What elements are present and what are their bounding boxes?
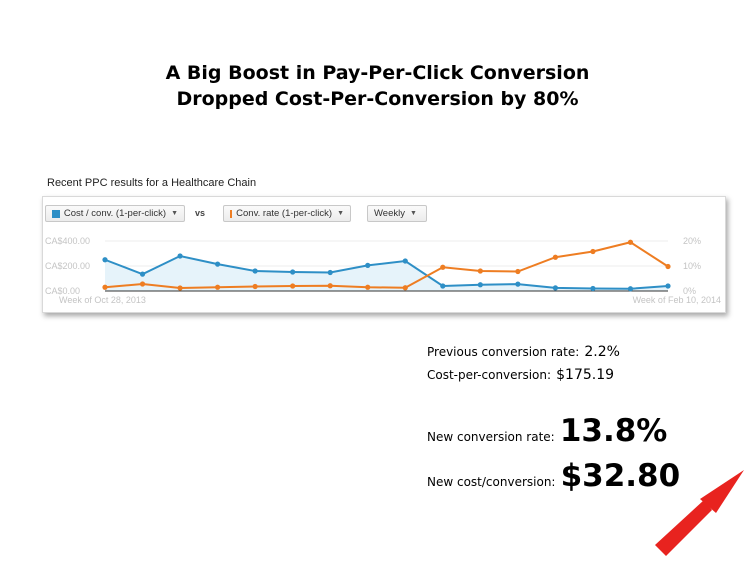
prev-cost-label: Cost-per-conversion:	[427, 368, 552, 382]
prev-rate-row: Previous conversion rate: 2.2%	[427, 341, 620, 360]
series-1-point	[440, 283, 446, 289]
x-end-label: Week of Feb 10, 2014	[633, 295, 721, 305]
y-left-tick-label: CA$400.00	[45, 236, 90, 246]
metric2-swatch	[230, 209, 233, 218]
prev-cost-row: Cost-per-conversion: $175.19	[427, 364, 614, 383]
series-1-point	[552, 285, 558, 291]
chevron-down-icon: ▼	[337, 210, 344, 217]
series-1-point	[515, 281, 521, 287]
title-line-2: Dropped Cost-Per-Conversion by 80%	[176, 88, 579, 110]
series-2-point	[327, 283, 333, 289]
series-2-point	[252, 283, 258, 290]
series-1-point	[290, 269, 296, 275]
series-1-point	[477, 282, 483, 288]
period-dropdown[interactable]: Weekly ▼	[367, 205, 427, 222]
series-2-point	[402, 285, 408, 291]
series-2-point	[590, 248, 596, 255]
series-1-point	[139, 271, 146, 277]
chart-caption: Recent PPC results for a Healthcare Chai…	[47, 177, 257, 189]
series-2-point	[102, 284, 108, 290]
series-2-point	[440, 264, 446, 270]
series-1-point	[665, 283, 671, 289]
title-line-1: A Big Boost in Pay-Per-Click Conversion	[165, 62, 590, 84]
new-rate-row: New conversion rate: 13.8%	[427, 413, 667, 449]
prev-rate-label: Previous conversion rate:	[427, 345, 580, 359]
metric1-dropdown[interactable]: Cost / conv. (1-per-click) ▼	[45, 205, 185, 222]
series-2-point	[290, 283, 296, 289]
series-1-point	[327, 269, 333, 276]
y-right-tick-label: 20%	[683, 236, 701, 246]
period-label: Weekly	[374, 208, 405, 219]
new-cost-row: New cost/conversion: $32.80	[427, 458, 680, 494]
new-rate-label: New conversion rate:	[427, 430, 555, 444]
series-2-point	[627, 239, 634, 245]
series-1-point	[627, 286, 634, 292]
y-right-tick-label: 0%	[683, 286, 696, 296]
series-2-point	[215, 284, 221, 290]
x-start-label: Week of Oct 28, 2013	[59, 295, 146, 305]
y-left-tick-label: CA$0.00	[45, 286, 80, 296]
page-title: A Big Boost in Pay-Per-Click Conversion …	[0, 60, 755, 112]
series-1-point	[215, 261, 221, 267]
y-left-tick-label: CA$200.00	[45, 261, 90, 271]
series-2-point	[552, 254, 558, 260]
series-1-point	[402, 258, 408, 264]
chart-panel: Cost / conv. (1-per-click) ▼ vs Conv. ra…	[42, 196, 726, 313]
vs-label: vs	[195, 208, 206, 218]
series-line-2	[104, 241, 669, 290]
metric1-label: Cost / conv. (1-per-click)	[63, 208, 167, 219]
prev-rate-value: 2.2%	[584, 344, 620, 360]
metric2-dropdown[interactable]: Conv. rate (1-per-click) ▼	[223, 205, 351, 222]
series-1-point	[252, 268, 258, 274]
chevron-down-icon: ▼	[171, 210, 178, 217]
series-2-point	[139, 281, 146, 287]
metric1-swatch	[52, 209, 60, 218]
new-rate-value: 13.8%	[559, 413, 668, 449]
y-right-tick-label: 10%	[683, 261, 701, 271]
series-2-point	[665, 263, 671, 270]
prev-cost-value: $175.19	[556, 367, 615, 383]
series-line-1	[104, 254, 669, 290]
series-1-point	[590, 285, 596, 292]
new-cost-value: $32.80	[560, 458, 681, 494]
series-1-point	[177, 253, 183, 259]
chevron-down-icon: ▼	[409, 210, 417, 217]
series-1-point	[365, 262, 371, 268]
series-1-point	[102, 257, 108, 263]
series-2-point	[515, 268, 521, 275]
series-2-point	[477, 268, 483, 274]
metric2-label: Conv. rate (1-per-click)	[236, 208, 333, 219]
series-area	[105, 256, 668, 291]
series-2-point	[177, 285, 183, 291]
series-2-point	[365, 284, 371, 290]
new-cost-label: New cost/conversion:	[427, 475, 556, 489]
